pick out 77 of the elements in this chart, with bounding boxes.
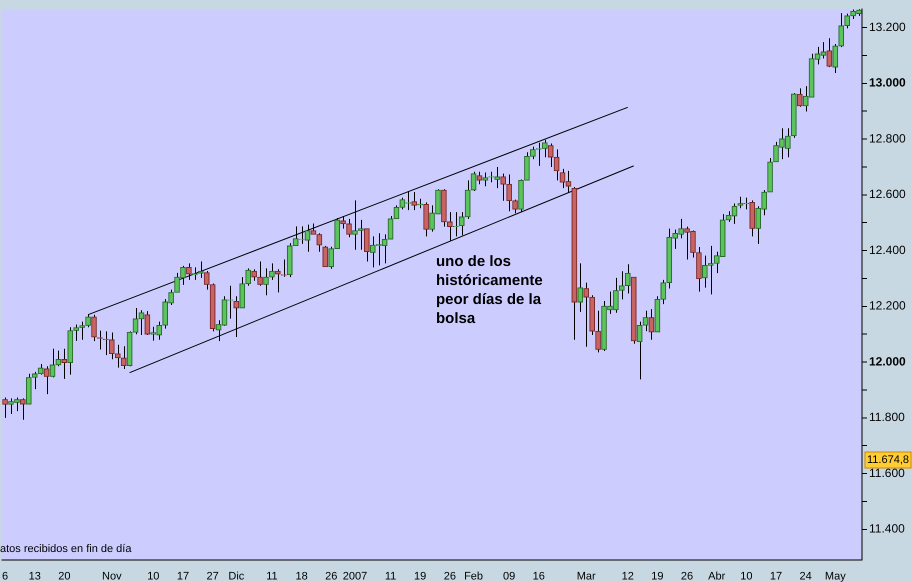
candlestick xyxy=(251,268,257,282)
x-tick-label: 26 xyxy=(680,570,694,582)
candlestick xyxy=(322,245,328,268)
candlestick xyxy=(482,172,488,187)
x-tick-label: 20 xyxy=(58,570,70,582)
candlestick xyxy=(417,198,424,209)
x-tick-label: 26 xyxy=(444,570,456,582)
x-tick-label: 09 xyxy=(503,570,516,582)
x-tick-label: 16 xyxy=(532,570,545,582)
candlestick xyxy=(452,212,459,237)
x-tick-label: Dic xyxy=(228,570,245,582)
y-tick-label: 11.600 xyxy=(869,466,906,480)
candlestick xyxy=(352,200,358,250)
candlestick xyxy=(542,139,548,158)
x-tick-label: Nov xyxy=(102,570,122,582)
candlestick xyxy=(2,396,8,418)
candlestick xyxy=(411,192,418,211)
candlestick xyxy=(280,259,287,278)
candlestick xyxy=(269,262,275,280)
candlestick xyxy=(423,202,429,237)
candlestick xyxy=(234,296,240,338)
x-tick-label: Mar xyxy=(576,570,596,582)
x-tick-label: 27 xyxy=(206,570,219,582)
x-tick-label: 10 xyxy=(147,570,160,582)
candlestick xyxy=(20,398,26,420)
y-tick-label: 12.200 xyxy=(869,298,906,313)
candlestick xyxy=(470,171,476,192)
candlestick xyxy=(263,268,269,296)
candlestick xyxy=(120,346,126,370)
candlestick xyxy=(62,348,68,380)
x-tick-label: 11 xyxy=(266,570,278,582)
y-tick-label: 12.000 xyxy=(869,354,906,368)
candlestick xyxy=(796,88,803,108)
candlestick xyxy=(144,310,150,336)
x-tick-label: 19 xyxy=(651,570,664,582)
x-tick-label: 19 xyxy=(414,570,426,582)
annotation: uno de los históricamente peor días de la bolsa xyxy=(436,252,544,328)
y-tick-label: 12.800 xyxy=(869,131,906,146)
x-tick-label: 17 xyxy=(176,570,190,582)
text: 11.674,8 xyxy=(867,454,910,466)
candlestick xyxy=(364,228,370,262)
candlestick xyxy=(826,38,832,68)
y-tick-label: 12.600 xyxy=(869,187,906,202)
x-tick-label: 26 xyxy=(325,570,338,582)
candlestick xyxy=(832,44,838,74)
candlestick xyxy=(257,260,263,286)
x-tick-label: 12 xyxy=(622,570,634,582)
x-tick-label: 13 xyxy=(28,570,41,582)
candlestick xyxy=(97,330,103,350)
annotation: atos recibidos en fin de día xyxy=(0,543,132,555)
x-tick-label: 2007 xyxy=(342,570,368,582)
x-tick-label: Feb xyxy=(464,570,484,582)
x-tick-label: 18 xyxy=(295,570,308,582)
y-tick-label: 11.400 xyxy=(869,522,906,536)
candlestick xyxy=(79,321,85,340)
x-tick-label: May xyxy=(824,570,846,582)
candlestick xyxy=(186,262,192,280)
candlestick xyxy=(358,219,364,250)
candlestick xyxy=(73,324,80,342)
y-tick-label: 12.400 xyxy=(869,242,906,257)
y-tick-label: 13.200 xyxy=(869,20,906,34)
candlestick xyxy=(648,308,654,340)
x-tick-label: Abr xyxy=(708,570,726,582)
x-tick-label: 24 xyxy=(800,570,812,582)
x-tick-label: 17 xyxy=(770,570,782,582)
candlestick xyxy=(275,268,281,293)
x-tick-label: 10 xyxy=(740,570,752,582)
candlestick xyxy=(577,262,584,312)
candlestick xyxy=(204,270,210,290)
candlestick xyxy=(310,223,316,235)
x-tick-label: 11 xyxy=(384,570,396,582)
y-tick-label: 11.800 xyxy=(869,410,906,424)
y-tick-label: 13.000 xyxy=(869,76,906,90)
candlestick xyxy=(44,366,50,395)
candlestick xyxy=(316,232,322,252)
x-tick-label: 6 xyxy=(2,570,8,582)
candlestick xyxy=(476,171,482,185)
